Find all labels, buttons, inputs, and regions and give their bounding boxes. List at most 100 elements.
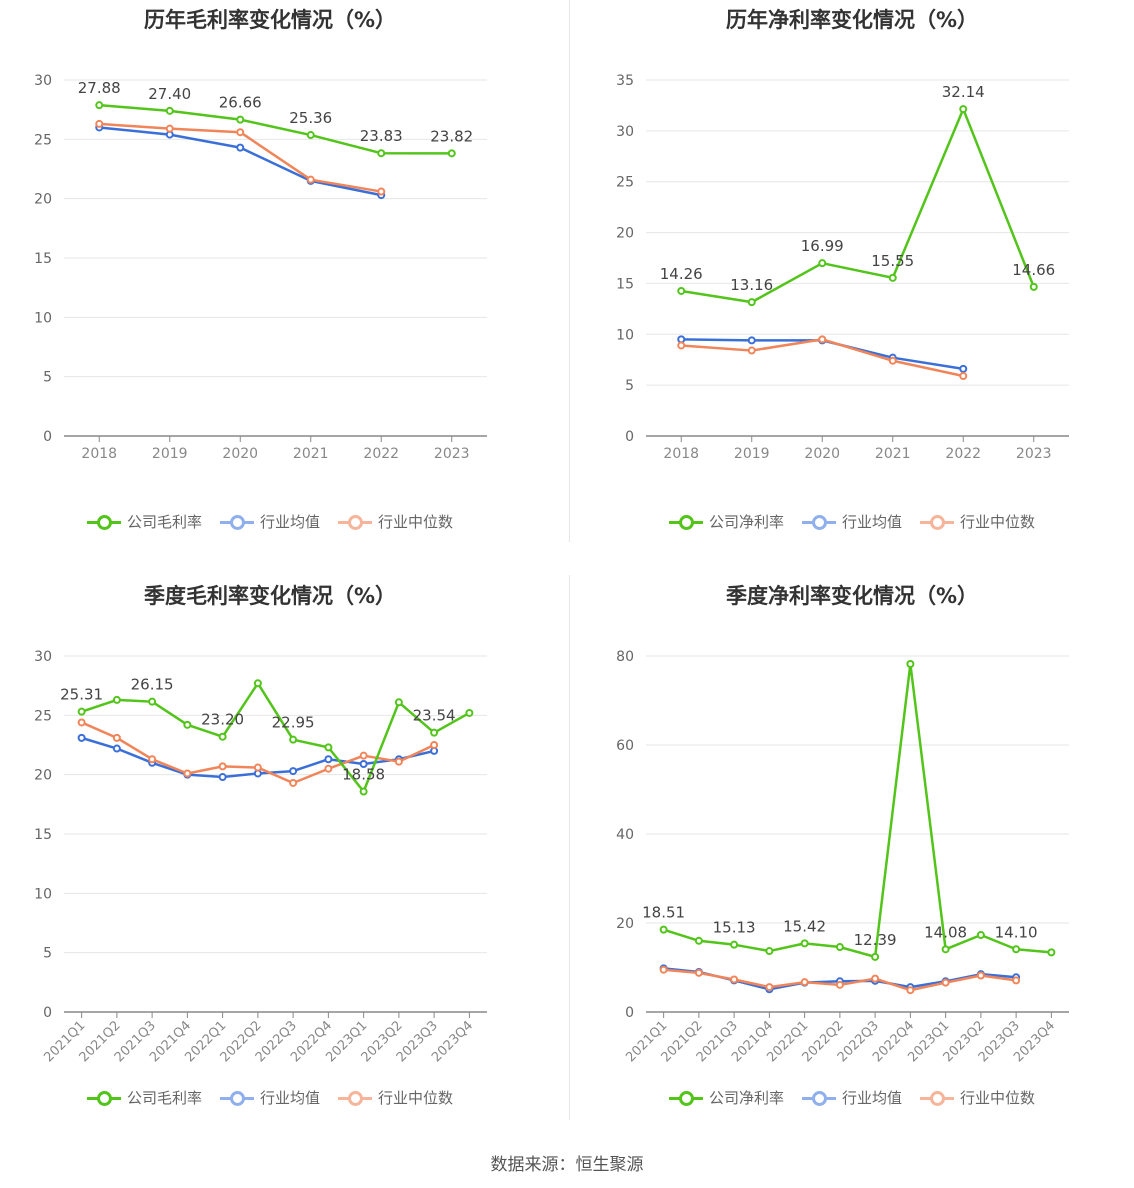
legend-item-industry-avg-series[interactable]: 行业均值: [219, 511, 320, 532]
company-series-point[interactable]: [430, 728, 439, 737]
company-series-point[interactable]: [465, 708, 474, 717]
industry-median-series-point[interactable]: [1012, 976, 1021, 985]
industry-avg-series-point[interactable]: [236, 143, 245, 152]
data-label: 16.99: [801, 237, 844, 255]
company-series-point[interactable]: [976, 931, 985, 940]
industry-avg-series-point[interactable]: [77, 733, 86, 742]
industry-median-series-point[interactable]: [253, 763, 262, 772]
industry-avg-series-point[interactable]: [324, 755, 333, 764]
legend-item-company-series[interactable]: 公司毛利率: [86, 1087, 202, 1108]
company-series-point[interactable]: [1047, 948, 1056, 957]
company-series-point[interactable]: [694, 936, 703, 945]
industry-avg-series-point[interactable]: [359, 759, 368, 768]
y-tick-label: 0: [625, 1005, 634, 1021]
industry-median-series-point[interactable]: [377, 187, 386, 196]
company-series-point[interactable]: [218, 732, 227, 741]
legend-item-company-series[interactable]: 公司净利率: [668, 511, 784, 532]
company-series-point[interactable]: [888, 273, 897, 282]
company-series-point[interactable]: [148, 697, 157, 706]
company-series-point[interactable]: [359, 787, 368, 796]
industry-median-series-point[interactable]: [148, 755, 157, 764]
industry-median-series-point[interactable]: [394, 757, 403, 766]
industry-median-series-point[interactable]: [800, 978, 809, 987]
industry-median-series-point[interactable]: [77, 718, 86, 727]
company-series-point[interactable]: [800, 939, 809, 948]
chart-legend[interactable]: 公司净利率 行业均值 行业中位数: [582, 511, 1122, 532]
company-series-point[interactable]: [77, 707, 86, 716]
company-series-point[interactable]: [394, 698, 403, 707]
data-label: 22.95: [272, 714, 315, 732]
company-series-point[interactable]: [906, 660, 915, 669]
industry-median-series-point[interactable]: [677, 341, 686, 350]
industry-median-series-point[interactable]: [359, 751, 368, 760]
industry-median-series-point[interactable]: [976, 971, 985, 980]
industry-avg-series-point[interactable]: [289, 767, 298, 776]
industry-median-series-point[interactable]: [694, 968, 703, 977]
company-series-point[interactable]: [677, 286, 686, 295]
industry-median-series-point[interactable]: [306, 175, 315, 184]
legend-item-industry-median-series[interactable]: 行业中位数: [920, 511, 1035, 532]
industry-median-series-point[interactable]: [165, 124, 174, 133]
industry-avg-series-point[interactable]: [218, 773, 227, 782]
industry-median-series-point[interactable]: [430, 741, 439, 749]
data-label: 14.08: [924, 923, 967, 941]
industry-median-series-point[interactable]: [95, 119, 104, 128]
legend-item-company-series[interactable]: 公司净利率: [668, 1087, 784, 1108]
legend-item-company-series[interactable]: 公司毛利率: [86, 511, 202, 532]
company-series-point[interactable]: [730, 940, 739, 949]
company-series-point[interactable]: [324, 743, 333, 752]
legend-item-industry-median-series[interactable]: 行业中位数: [920, 1087, 1035, 1108]
company-series-point[interactable]: [835, 943, 844, 952]
company-series-point[interactable]: [1012, 945, 1021, 954]
industry-avg-series-point[interactable]: [747, 336, 756, 345]
legend-item-industry-median-series[interactable]: 行业中位数: [338, 511, 453, 532]
legend-item-industry-avg-series[interactable]: 行业均值: [801, 511, 902, 532]
company-series-point[interactable]: [747, 298, 756, 307]
industry-median-series-point[interactable]: [959, 371, 968, 380]
company-series-point[interactable]: [377, 149, 386, 158]
company-series-point[interactable]: [183, 720, 192, 729]
legend-item-industry-avg-series[interactable]: 行业均值: [219, 1087, 320, 1108]
chart-legend[interactable]: 公司净利率 行业均值 行业中位数: [582, 1087, 1122, 1108]
chart-legend[interactable]: 公司毛利率 行业均值 行业中位数: [0, 511, 540, 532]
industry-median-series-point[interactable]: [888, 356, 897, 365]
company-series-point[interactable]: [289, 735, 298, 744]
industry-median-series-point[interactable]: [765, 983, 774, 992]
company-series-point[interactable]: [236, 115, 245, 124]
legend-label: 行业中位数: [378, 513, 454, 531]
company-series-point[interactable]: [306, 131, 315, 140]
industry-median-series-point[interactable]: [236, 128, 245, 137]
industry-median-series-point[interactable]: [941, 978, 950, 987]
industry-median-series-point[interactable]: [218, 762, 227, 771]
industry-median-series-point[interactable]: [659, 965, 668, 974]
company-series-point[interactable]: [765, 947, 774, 956]
legend-item-industry-avg-series[interactable]: 行业均值: [801, 1087, 902, 1108]
company-series-point[interactable]: [818, 259, 827, 268]
industry-median-series-point[interactable]: [747, 346, 756, 355]
industry-median-series-point[interactable]: [835, 980, 844, 989]
industry-median-series-point[interactable]: [324, 764, 333, 773]
industry-median-series-point[interactable]: [730, 975, 739, 984]
company-series-point[interactable]: [447, 149, 456, 158]
industry-avg-series-point[interactable]: [677, 335, 686, 344]
company-series-point[interactable]: [253, 679, 262, 688]
industry-median-series-point[interactable]: [871, 974, 880, 983]
company-series-point[interactable]: [95, 101, 104, 110]
industry-avg-series-point[interactable]: [112, 744, 121, 753]
legend-item-industry-median-series[interactable]: 行业中位数: [338, 1087, 453, 1108]
industry-median-series-point[interactable]: [906, 986, 915, 995]
company-series-point[interactable]: [941, 945, 950, 954]
company-series-point[interactable]: [959, 105, 968, 114]
industry-avg-series-point[interactable]: [959, 364, 968, 373]
company-series-point[interactable]: [871, 952, 880, 961]
chart-legend[interactable]: 公司毛利率 行业均值 行业中位数: [0, 1087, 540, 1108]
industry-median-series-point[interactable]: [289, 778, 298, 787]
industry-median-series-point[interactable]: [183, 769, 192, 778]
company-series-point[interactable]: [165, 106, 174, 115]
company-series-point[interactable]: [112, 695, 121, 704]
industry-median-series-point[interactable]: [112, 733, 121, 742]
industry-median-series-point[interactable]: [818, 335, 827, 344]
company-series-point[interactable]: [659, 925, 668, 934]
company-series-point[interactable]: [1029, 282, 1038, 291]
y-tick-label: 15: [34, 251, 52, 267]
